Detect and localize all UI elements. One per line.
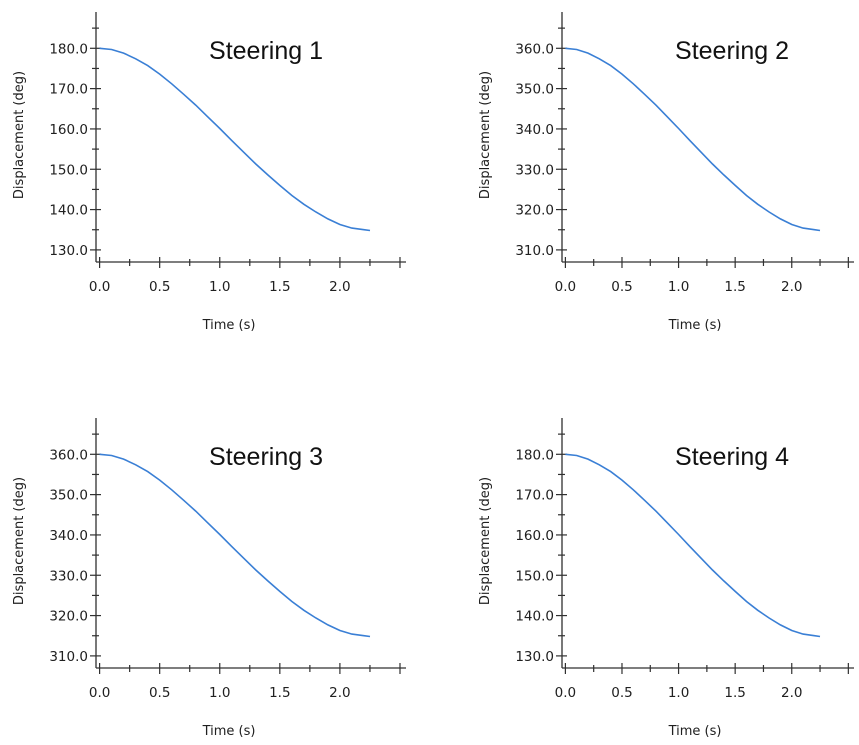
chart-panel-4: 130.0 140.0 150.0 160.0 170.0 180.0 0.0 0.5 1.0 1…: [478, 418, 854, 739]
y-tick-label: 310.0: [49, 649, 88, 665]
y-tick-label: 140.0: [515, 609, 554, 625]
y-tick-label: 330.0: [515, 162, 554, 178]
x-tick-label: 0.5: [149, 685, 170, 701]
x-tick-label: 1.5: [269, 685, 290, 701]
series-line-1: [99, 453, 371, 638]
chart-title: Steering 4: [675, 443, 789, 471]
y-axis-label: Displacement (deg): [12, 71, 27, 199]
series-line-1: [565, 453, 821, 638]
x-axis-label: Time (s): [202, 724, 256, 739]
x-tick-label: 0.0: [89, 685, 110, 701]
x-tick-label: 0.5: [611, 685, 632, 701]
x-tick-label: 1.0: [668, 685, 689, 701]
x-tick-label: 1.0: [209, 685, 230, 701]
y-tick-label: 160.0: [515, 528, 554, 544]
x-axis-label: Time (s): [668, 318, 722, 333]
chart-panel-1: 130.0 140.0 150.0 160.0 170.0 180.0 0.0 0.5 1.0 1…: [12, 12, 406, 333]
series-line-1: [99, 47, 371, 232]
x-tick-label: 2.0: [329, 685, 350, 701]
x-tick-label: 2.0: [781, 685, 802, 701]
x-tick-label: 0.5: [149, 279, 170, 295]
y-tick-label: 170.0: [515, 488, 554, 504]
x-tick-label: 0.5: [611, 279, 632, 295]
y-tick-label: 180.0: [515, 447, 554, 463]
x-tick-label: 2.0: [329, 279, 350, 295]
series-line-1: [565, 47, 821, 232]
x-axis-label: Time (s): [668, 724, 722, 739]
chart-title: Steering 1: [209, 37, 323, 65]
y-tick-label: 340.0: [515, 122, 554, 138]
y-tick-label: 160.0: [49, 122, 88, 138]
y-tick-label: 360.0: [49, 447, 88, 463]
x-tick-label: 1.0: [668, 279, 689, 295]
y-tick-label: 350.0: [515, 82, 554, 98]
y-tick-label: 340.0: [49, 528, 88, 544]
y-tick-label: 150.0: [49, 162, 88, 178]
y-tick-label: 130.0: [515, 649, 554, 665]
y-tick-label: 320.0: [515, 203, 554, 219]
x-tick-label: 1.0: [209, 279, 230, 295]
x-tick-label: 0.0: [555, 685, 576, 701]
y-axis-label: Displacement (deg): [478, 71, 493, 199]
chart-panel-3: 310.0 320.0 330.0 340.0 350.0 360.0 0.0 0.5 1.0 1…: [12, 418, 406, 739]
x-tick-label: 0.0: [555, 279, 576, 295]
y-tick-label: 150.0: [515, 568, 554, 584]
x-tick-label: 2.0: [781, 279, 802, 295]
y-tick-label: 140.0: [49, 203, 88, 219]
y-tick-label: 320.0: [49, 609, 88, 625]
chart-title: Steering 3: [209, 443, 323, 471]
y-tick-label: 130.0: [49, 243, 88, 259]
chart-panel-2: 310.0 320.0 330.0 340.0 350.0 360.0 0.0 0.5 1.0 1…: [478, 12, 854, 333]
y-tick-label: 310.0: [515, 243, 554, 259]
y-tick-label: 360.0: [515, 41, 554, 57]
x-tick-label: 1.5: [269, 279, 290, 295]
x-axis-label: Time (s): [202, 318, 256, 333]
y-tick-label: 350.0: [49, 488, 88, 504]
x-tick-label: 1.5: [724, 279, 745, 295]
y-tick-label: 180.0: [49, 41, 88, 57]
x-tick-label: 1.5: [724, 685, 745, 701]
y-tick-label: 330.0: [49, 568, 88, 584]
chart-title: Steering 2: [675, 37, 789, 65]
y-tick-label: 170.0: [49, 82, 88, 98]
x-tick-label: 0.0: [89, 279, 110, 295]
y-axis-label: Displacement (deg): [12, 477, 27, 605]
y-axis-label: Displacement (deg): [478, 477, 493, 605]
